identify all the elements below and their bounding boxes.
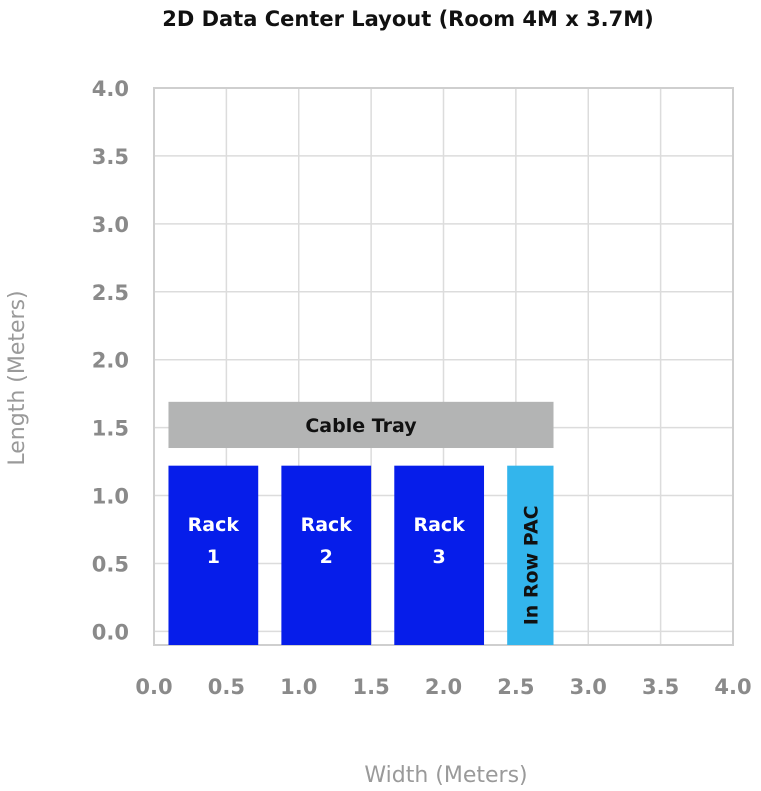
rack-1: Rack 1 xyxy=(168,465,259,645)
x-axis-ticks: 0.0 0.5 1.0 1.5 2.0 2.5 3.0 3.5 4.0 xyxy=(135,675,751,699)
rack-2-label-line: 2 xyxy=(320,546,333,568)
x-tick-label: 1.0 xyxy=(280,675,317,699)
layout-items: Cable Tray Rack 1 Rack 2 Rack 3 In Row PAC xyxy=(168,401,554,645)
chart-title: 2D Data Center Layout (Room 4M x 3.7M) xyxy=(162,7,654,31)
x-tick-label: 0.0 xyxy=(135,675,172,699)
rack-1-label-line: 1 xyxy=(207,546,220,568)
rack-3-label-line: 3 xyxy=(433,546,446,568)
cable-tray-box xyxy=(168,401,554,449)
x-tick-label: 2.5 xyxy=(497,675,534,699)
x-tick-label: 1.5 xyxy=(353,675,390,699)
rack-1-label-line: Rack xyxy=(188,514,240,536)
y-axis-label: Length (Meters) xyxy=(5,290,30,465)
rack-3: Rack 3 xyxy=(394,465,485,645)
in-row-pac: In Row PAC xyxy=(507,465,554,645)
rack-3-label-line: Rack xyxy=(413,514,465,536)
y-axis-ticks: 0.0 0.5 1.0 1.5 2.0 2.5 3.0 3.5 4.0 xyxy=(92,77,129,644)
y-tick-label: 2.5 xyxy=(92,281,129,305)
rack-2-box xyxy=(281,465,372,645)
rack-2-label-line: Rack xyxy=(301,514,353,536)
x-tick-label: 4.0 xyxy=(714,675,751,699)
y-tick-label: 3.5 xyxy=(92,145,129,169)
y-tick-label: 2.0 xyxy=(92,349,129,373)
x-tick-label: 3.5 xyxy=(642,675,679,699)
rack-3-box xyxy=(394,465,485,645)
cable-tray: Cable Tray xyxy=(168,401,554,449)
in-row-pac-label: In Row PAC xyxy=(520,505,542,625)
x-tick-label: 3.0 xyxy=(570,675,607,699)
y-tick-label: 0.0 xyxy=(92,620,129,644)
y-tick-label: 3.0 xyxy=(92,213,129,237)
rack-1-box xyxy=(168,465,259,645)
x-tick-label: 0.5 xyxy=(208,675,245,699)
in-row-pac-box xyxy=(507,465,554,645)
x-axis-label: Width (Meters) xyxy=(364,763,527,788)
x-tick-label: 2.0 xyxy=(425,675,462,699)
y-tick-label: 4.0 xyxy=(92,77,129,101)
y-tick-label: 1.0 xyxy=(92,485,129,509)
y-tick-label: 1.5 xyxy=(92,417,129,441)
cable-tray-label: Cable Tray xyxy=(305,415,417,437)
rack-2: Rack 2 xyxy=(281,465,372,645)
y-tick-label: 0.5 xyxy=(92,552,129,576)
